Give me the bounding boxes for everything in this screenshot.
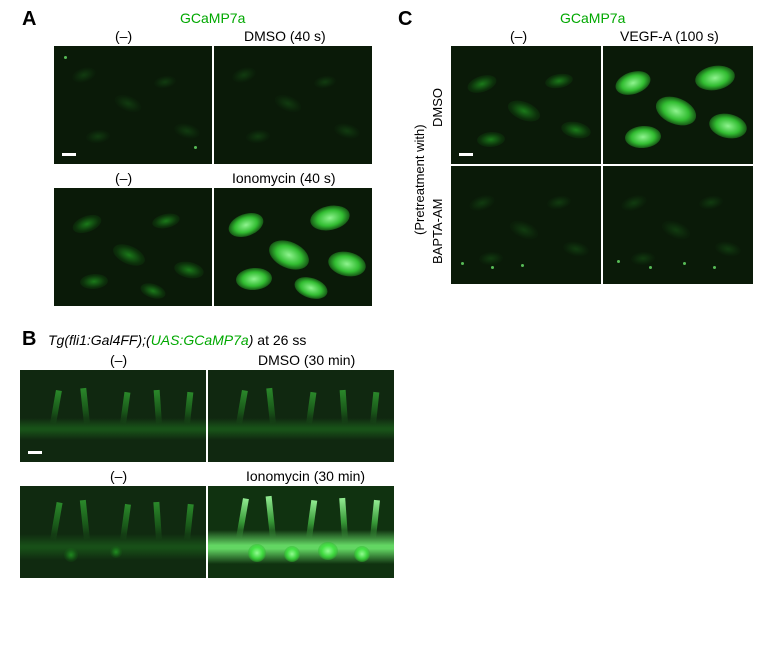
genotype-prefix: Tg(fli1:Gal4FF);( xyxy=(48,332,151,348)
panel-b-tile-r2-right xyxy=(208,486,394,578)
scale-bar xyxy=(459,153,473,156)
panel-c-row1-side-label: DMSO xyxy=(430,78,445,138)
panel-b-letter: B xyxy=(22,328,36,351)
panel-c-tile-r2-right xyxy=(603,166,753,284)
panel-b-genotype: Tg(fli1:Gal4FF);(UAS:GCaMP7a) at 26 ss xyxy=(48,332,306,348)
panel-a-tile-r2-left xyxy=(54,188,212,306)
panel-a-tile-r2-right xyxy=(214,188,372,306)
panel-c-tile-r1-left xyxy=(451,46,601,164)
panel-b-r2-left-label: (–) xyxy=(110,468,127,484)
panel-a-r2-right-label: Ionomycin (40 s) xyxy=(232,170,335,186)
scale-bar xyxy=(62,153,76,156)
panel-c-col-left-label: (–) xyxy=(510,28,527,44)
genotype-stage: at 26 ss xyxy=(253,332,306,348)
panel-c-letter: C xyxy=(398,8,412,31)
genotype-green: UAS:GCaMP7a xyxy=(151,332,249,348)
panel-a-letter: A xyxy=(22,8,36,31)
panel-b-r2-right-label: Ionomycin (30 min) xyxy=(246,468,365,484)
panel-b-r1-left-label: (–) xyxy=(110,352,127,368)
panel-c-col-right-label: VEGF-A (100 s) xyxy=(620,28,719,44)
panel-c-row2-side-label: BAPTA-AM xyxy=(430,186,445,276)
panel-b-tile-r1-right xyxy=(208,370,394,462)
panel-c-side-group-label: (Pretreatment with) xyxy=(412,90,427,270)
panel-a-r2-left-label: (–) xyxy=(115,170,132,186)
panel-b-r1-right-label: DMSO (30 min) xyxy=(258,352,355,368)
panel-a-tile-r1-right xyxy=(214,46,372,164)
panel-a-r1-right-label: DMSO (40 s) xyxy=(244,28,326,44)
panel-c-tile-r1-right xyxy=(603,46,753,164)
panel-c-tile-r2-left xyxy=(451,166,601,284)
panel-c-header: GCaMP7a xyxy=(560,10,625,26)
scale-bar xyxy=(28,451,42,454)
panel-a-r1-left-label: (–) xyxy=(115,28,132,44)
panel-b-tile-r2-left xyxy=(20,486,206,578)
panel-a-header: GCaMP7a xyxy=(180,10,245,26)
panel-a-tile-r1-left xyxy=(54,46,212,164)
panel-b-tile-r1-left xyxy=(20,370,206,462)
